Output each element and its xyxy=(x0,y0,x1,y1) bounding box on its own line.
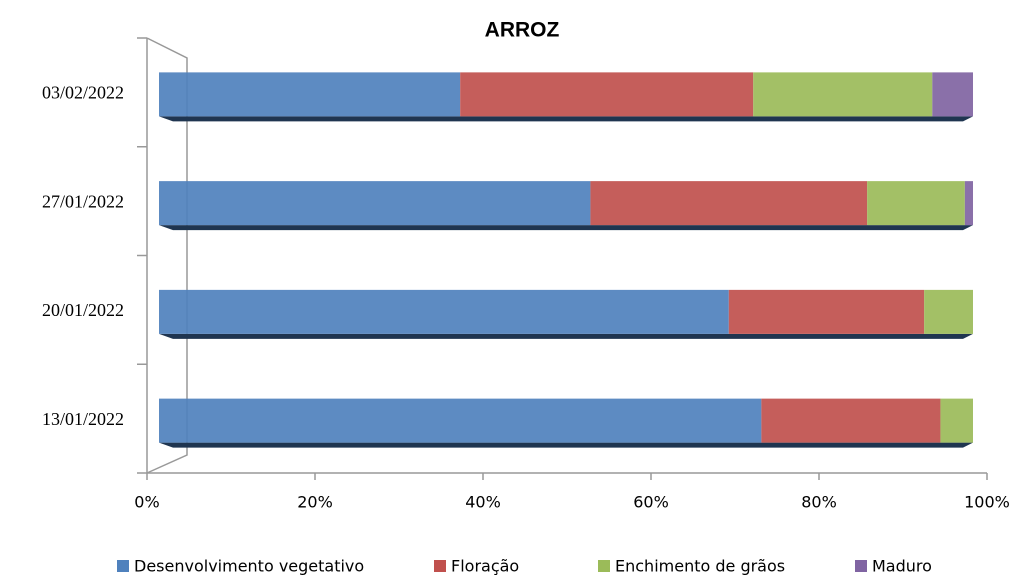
bar-segment xyxy=(867,181,965,226)
legend-swatch xyxy=(855,560,867,572)
legend-swatch xyxy=(117,560,129,572)
bar-segment xyxy=(159,289,729,334)
legend-label: Floração xyxy=(451,557,519,576)
bar-shadow xyxy=(159,442,973,448)
bar-segment xyxy=(940,398,973,443)
bar-segment xyxy=(728,289,925,334)
x-tick-label: 40% xyxy=(465,493,501,512)
wall xyxy=(146,37,188,474)
x-tick-label: 100% xyxy=(964,493,1010,512)
chart-title: ARROZ xyxy=(485,19,560,42)
legend-label: Maduro xyxy=(872,557,932,576)
y-tick-label: 20/01/2022 xyxy=(42,300,124,320)
bar-segment xyxy=(761,398,941,443)
bar-segment xyxy=(159,72,461,117)
legend-label: Desenvolvimento vegetativo xyxy=(134,557,364,576)
bar-shadow xyxy=(159,333,973,339)
bar-shadow xyxy=(159,225,973,231)
bar-segment xyxy=(159,181,591,226)
bar-segment xyxy=(460,72,754,117)
bar-shadow xyxy=(159,116,973,122)
bar-segment xyxy=(964,181,973,226)
bar-segment xyxy=(932,72,973,117)
y-tick-label: 13/01/2022 xyxy=(42,409,124,429)
legend-swatch xyxy=(598,560,610,572)
bar-segment xyxy=(159,398,762,443)
x-tick-label: 80% xyxy=(801,493,837,512)
x-tick-label: 20% xyxy=(297,493,333,512)
x-tick-label: 60% xyxy=(633,493,669,512)
y-tick-label: 27/01/2022 xyxy=(42,191,124,211)
x-tick-label: 0% xyxy=(134,493,159,512)
legend-label: Enchimento de grãos xyxy=(615,557,785,576)
bar-segment xyxy=(590,181,868,226)
y-tick-label: 03/02/2022 xyxy=(42,83,124,103)
bar-segment xyxy=(753,72,933,117)
legend-swatch xyxy=(434,560,446,572)
bar-segment xyxy=(924,289,973,334)
